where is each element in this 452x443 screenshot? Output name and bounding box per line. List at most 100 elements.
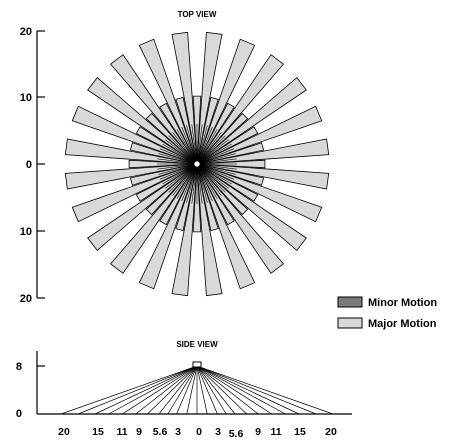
side-view-beams [60, 365, 334, 415]
zone-radial-line [196, 163, 226, 193]
side-view-beam [196, 365, 227, 415]
major-motion-zone [196, 38, 256, 165]
zone-radial-line [196, 163, 229, 189]
top-view-y-tick-label: 0 [26, 159, 32, 171]
zone-radial-line [196, 139, 229, 165]
major-motion-zone [196, 105, 323, 165]
side-view-beam [60, 365, 198, 415]
zone-radial-line [172, 132, 198, 165]
top-view-y-tick-label: 10 [20, 226, 32, 238]
inner-detection-zone [135, 126, 198, 165]
side-view-beam [147, 365, 198, 415]
top-view: TOP VIEW 20 10 0 10 20 [20, 10, 330, 305]
side-view-y-tick-label: 8 [16, 361, 22, 373]
minor-motion-swatch [337, 296, 363, 308]
inner-detection-zone [129, 142, 198, 165]
side-view-x-tick-label: 9 [136, 426, 142, 438]
side-view-x-tick-label: 5.6 [153, 426, 168, 438]
inner-detection-zone [196, 142, 265, 165]
top-view-y-tick-label: 20 [20, 26, 32, 38]
side-view-x-tick-label: 5.6 [229, 428, 244, 440]
major-motion-zone [71, 163, 198, 223]
side-view-beam [186, 365, 198, 415]
zone-radial-line [172, 163, 198, 196]
zone-radial-line [191, 124, 198, 165]
side-view-beam [196, 365, 259, 415]
sensor-center-marker [193, 160, 201, 168]
zone-radial-line [196, 163, 218, 199]
side-view-beam [167, 365, 198, 415]
zone-radial-line [165, 163, 198, 189]
inner-detection-zone [196, 102, 235, 165]
zone-radial-line [157, 163, 198, 170]
zone-radial-line [165, 139, 198, 165]
zone-radial-line [196, 163, 236, 175]
side-view-beam [77, 365, 198, 415]
side-view: SIDE VIEW 8 0 20 15 11 9 5.6 3 0 3 5.6 9 11 15 20 [16, 340, 352, 440]
side-view-x-tick-label: 20 [58, 426, 70, 438]
side-view-beam [196, 365, 247, 415]
zone-radial-line [162, 143, 198, 165]
inner-detection-zone [129, 163, 198, 186]
zone-radial-line [162, 163, 198, 185]
zone-radial-line [181, 163, 198, 202]
major-motion-zone [171, 163, 198, 297]
major-motion-zone [171, 31, 198, 165]
side-view-beam [196, 365, 208, 415]
sensor-box [192, 361, 202, 368]
zone-radial-line [168, 163, 198, 193]
inner-detection-zone [175, 163, 198, 232]
zone-radial-line [196, 125, 208, 165]
side-view-x-tick-label: 20 [325, 426, 337, 438]
major-motion-zone [110, 54, 198, 165]
zone-radial-line [159, 163, 198, 180]
major-motion-zone [87, 77, 198, 165]
major-motion-zone [196, 54, 284, 165]
inner-detection-zone [196, 163, 259, 202]
major-motion-zone [71, 105, 198, 165]
top-view-y-tick-label: 10 [20, 92, 32, 104]
zone-radial-line [196, 132, 222, 165]
zone-radial-line [196, 143, 232, 165]
side-view-beam [176, 365, 198, 415]
major-motion-zone [138, 38, 198, 165]
major-motion-zone [87, 163, 198, 251]
zone-radial-line [191, 163, 198, 204]
inner-detection-zone [196, 163, 235, 226]
side-view-x-tick-label: 0 [196, 426, 202, 438]
side-view-beam [94, 365, 198, 415]
major-motion-zone [196, 163, 330, 190]
side-view-y-tick-label: 0 [16, 408, 22, 420]
zone-radial-line [196, 163, 222, 196]
zone-radial-line [158, 153, 198, 165]
side-view-x-tick-label: 9 [255, 426, 261, 438]
inner-detection-zone [196, 163, 265, 186]
zone-radial-line [176, 163, 198, 199]
zone-radial-line [157, 158, 198, 165]
zone-radial-line [196, 163, 237, 170]
top-view-title: TOP VIEW [178, 10, 217, 19]
side-view-x-tick-label: 3 [175, 426, 181, 438]
side-view-title: SIDE VIEW [176, 340, 218, 349]
major-motion-zone [196, 163, 256, 290]
major-motion-label: Major Motion [368, 318, 437, 330]
zone-radial-line [196, 126, 213, 165]
zone-radial-line [186, 163, 198, 203]
side-view-beam [122, 365, 198, 415]
zone-radial-line [168, 135, 198, 165]
major-motion-zone [196, 138, 330, 165]
zone-radial-line [196, 163, 203, 204]
inner-detection-zones [128, 95, 266, 233]
minor-motion-label: Minor Motion [368, 297, 437, 309]
side-view-x-tick-label: 3 [215, 426, 221, 438]
side-view-beam [196, 365, 300, 415]
major-motion-zone [64, 138, 198, 165]
zone-radial-line [196, 129, 218, 165]
side-view-beam [108, 365, 198, 415]
inner-detection-zone [196, 126, 259, 165]
zone-radial-line [196, 148, 235, 165]
major-motion-swatch [337, 317, 363, 329]
major-motion-zone [64, 163, 198, 190]
major-motion-zone [196, 31, 223, 165]
